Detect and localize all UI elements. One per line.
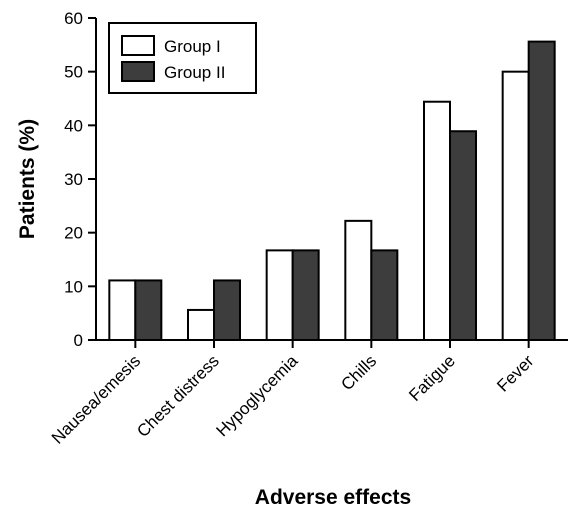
- bar-group-i: [265, 249, 294, 341]
- x-tick-label: Hypoglycemia: [213, 351, 302, 440]
- y-tick-label: 0: [74, 331, 83, 350]
- legend-label: Group II: [164, 63, 225, 82]
- y-tick-label: 20: [64, 224, 83, 243]
- bar-group-ii: [134, 279, 163, 341]
- y-tick-label: 30: [64, 170, 83, 189]
- y-tick-label: 60: [64, 9, 83, 28]
- bar-group-i: [344, 219, 373, 341]
- bar-group-ii: [370, 249, 399, 341]
- x-tick-label: Nausea/emesis: [48, 351, 144, 447]
- bar-group-i: [187, 308, 215, 341]
- legend-swatch: [121, 61, 155, 82]
- x-tick-label: Fever: [493, 351, 537, 395]
- x-tick-label: Chills: [337, 351, 380, 394]
- y-tick-label: 10: [64, 277, 83, 296]
- legend: Group I Group II: [108, 22, 257, 94]
- bar-group-ii: [291, 249, 320, 341]
- bar-group-i: [108, 279, 137, 341]
- y-tick-label: 50: [64, 63, 83, 82]
- bar-group-ii: [213, 279, 241, 341]
- y-axis-title: Patients (%): [16, 119, 39, 239]
- legend-box: [108, 22, 257, 94]
- legend-swatch: [121, 35, 155, 56]
- bars: [108, 40, 556, 342]
- bar-group-ii: [527, 40, 556, 341]
- bar-group-i: [423, 100, 451, 341]
- x-tick-label: Fatigue: [405, 351, 459, 405]
- y-tick-label: 40: [64, 116, 83, 135]
- bar-group-ii: [449, 130, 477, 341]
- x-tick-label: Chest distress: [133, 351, 223, 441]
- bar-group-i: [501, 70, 530, 342]
- x-axis-title: Adverse effects: [255, 486, 411, 509]
- legend-label: Group I: [164, 37, 221, 56]
